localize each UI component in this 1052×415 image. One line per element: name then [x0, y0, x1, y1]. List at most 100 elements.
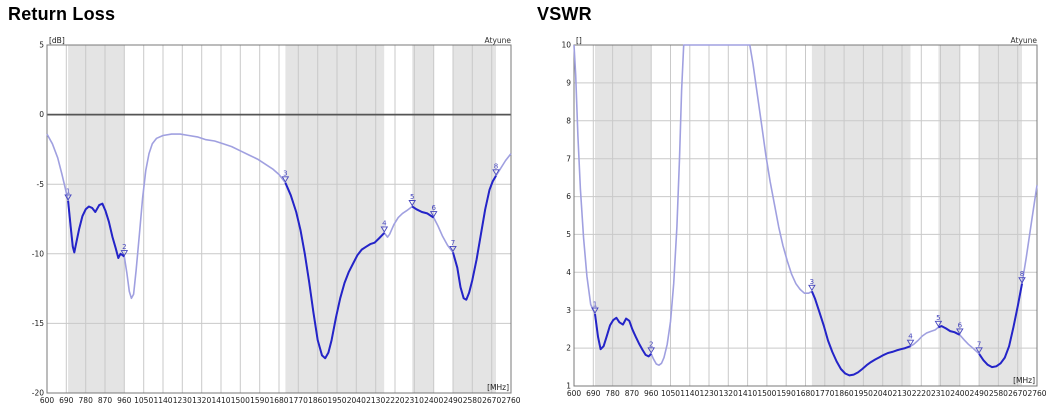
- y-tick-label: 4: [566, 268, 571, 277]
- marker-triangle: [492, 169, 500, 176]
- x-tick-label: 2310: [931, 389, 950, 398]
- x-tick-label: 1680: [796, 389, 815, 398]
- x-tick-label: 780: [605, 389, 620, 398]
- x-tick-label: 1590: [777, 389, 796, 398]
- x-tick-label: 2490: [443, 396, 462, 405]
- x-tick-label: 1410: [738, 389, 757, 398]
- y-axis-unit-label: []: [576, 36, 582, 45]
- x-tick-label: 1770: [815, 389, 834, 398]
- y-axis-unit-label: [dB]: [49, 36, 65, 45]
- y-tick-label: 0: [39, 110, 44, 119]
- x-tick-label: 1230: [699, 389, 718, 398]
- x-tick-label: 2220: [385, 396, 404, 405]
- frequency-band: [285, 45, 385, 393]
- marker-triangle: [808, 284, 816, 292]
- x-tick-label: 1950: [854, 389, 873, 398]
- marker-triangle: [1018, 277, 1026, 284]
- marker-number: 4: [908, 333, 913, 341]
- plot-border: [46, 44, 512, 394]
- x-tick-label: 1050: [134, 396, 153, 405]
- x-tick-label: 600: [40, 396, 55, 405]
- marker-number: 6: [431, 204, 436, 212]
- y-tick-label: 3: [566, 306, 571, 315]
- x-tick-label: 870: [625, 389, 640, 398]
- curve-in-band: [452, 175, 497, 301]
- x-tick-label: 2220: [912, 389, 931, 398]
- return-loss-title: Return Loss: [8, 4, 116, 24]
- curve-in-band: [284, 182, 386, 360]
- marker-number: 7: [977, 340, 981, 348]
- x-tick-label: 2130: [892, 389, 911, 398]
- y-tick-label: -5: [37, 180, 45, 189]
- x-tick-label: 2400: [950, 389, 969, 398]
- x-tick-label: 2670: [482, 396, 501, 405]
- marker-number: 3: [283, 169, 287, 177]
- curve-in-band: [67, 200, 125, 259]
- frequency-band: [811, 45, 911, 386]
- marker-triangle: [408, 200, 416, 207]
- y-tick-label: 1: [566, 382, 571, 391]
- x-tick-label: 690: [586, 389, 601, 398]
- x-tick-label: 1500: [757, 389, 776, 398]
- curve-in-band: [594, 313, 652, 358]
- y-tick-label: 6: [566, 192, 571, 201]
- frequency-band: [68, 45, 125, 393]
- watermark-label: Atyune: [1011, 36, 1038, 45]
- frequency-band: [453, 45, 496, 393]
- x-tick-label: 1860: [835, 389, 854, 398]
- x-axis-unit-label: [MHz]: [1013, 376, 1035, 385]
- y-tick-label: 10: [561, 41, 571, 50]
- plot-border: [573, 44, 1038, 387]
- marker-number: 2: [122, 243, 126, 251]
- marker-triangle: [120, 250, 129, 257]
- x-tick-label: 1950: [327, 396, 346, 405]
- curve-in-band: [411, 205, 435, 219]
- y-tick-label: -20: [32, 389, 44, 398]
- frequency-band: [595, 45, 652, 386]
- marker-number: 5: [936, 314, 940, 322]
- marker-triangle: [64, 194, 72, 201]
- x-tick-label: 1680: [269, 396, 288, 405]
- marker-triangle: [591, 307, 599, 314]
- marker-triangle: [975, 347, 983, 354]
- marker-number: 1: [593, 301, 597, 309]
- vswr-title: VSWR: [537, 4, 592, 24]
- x-tick-label: 690: [59, 396, 74, 405]
- x-tick-label: 1410: [211, 396, 230, 405]
- x-tick-label: 2490: [970, 389, 989, 398]
- marker-number: 4: [382, 219, 387, 227]
- x-tick-label: 2130: [366, 396, 385, 405]
- marker-number: 5: [410, 193, 414, 201]
- x-tick-label: 2580: [989, 389, 1008, 398]
- frequency-band: [938, 45, 960, 386]
- y-tick-label: 5: [39, 41, 44, 50]
- marker-number: 2: [649, 340, 653, 348]
- x-tick-label: 2310: [405, 396, 424, 405]
- y-tick-label: -15: [32, 319, 44, 328]
- y-tick-label: -10: [32, 249, 44, 258]
- x-tick-label: 780: [79, 396, 94, 405]
- frequency-band: [412, 45, 434, 393]
- x-tick-label: 1770: [289, 396, 308, 405]
- frequency-band: [979, 45, 1022, 386]
- x-tick-label: 2670: [1008, 389, 1027, 398]
- x-tick-label: 1050: [661, 389, 680, 398]
- y-tick-label: 2: [566, 344, 571, 353]
- x-axis-unit-label: [MHz]: [487, 383, 509, 392]
- marker-number: 8: [494, 162, 498, 170]
- y-tick-label: 8: [566, 116, 571, 125]
- marker-triangle: [380, 226, 389, 233]
- curve-in-band: [938, 325, 961, 336]
- x-tick-label: 2760: [501, 396, 520, 405]
- marker-number: 3: [810, 278, 814, 286]
- marker-triangle: [647, 347, 655, 354]
- x-tick-label: 870: [98, 396, 113, 405]
- x-tick-label: 960: [644, 389, 659, 398]
- x-tick-label: 600: [567, 389, 582, 398]
- marker-triangle: [449, 245, 457, 253]
- x-tick-label: 2400: [424, 396, 443, 405]
- marker-number: 1: [66, 187, 70, 195]
- x-tick-label: 1320: [192, 396, 211, 405]
- x-tick-label: 1500: [231, 396, 250, 405]
- x-tick-label: 2040: [347, 396, 366, 405]
